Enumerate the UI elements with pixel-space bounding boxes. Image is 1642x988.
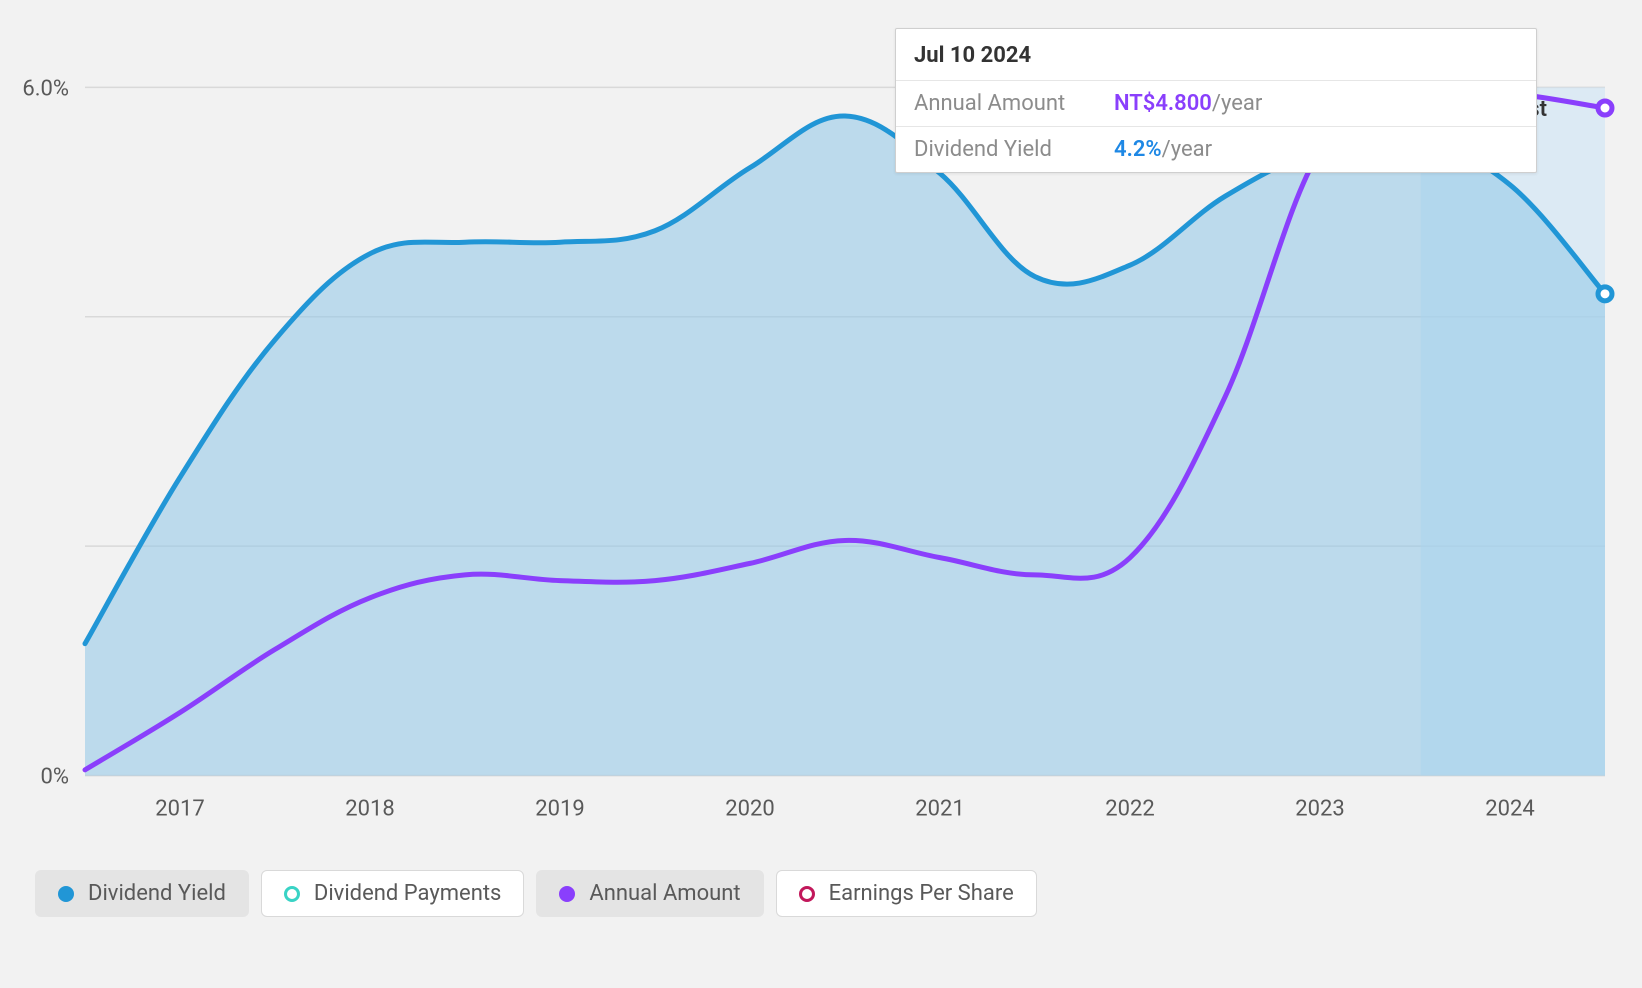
tooltip-date: Jul 10 2024 — [896, 29, 1536, 80]
legend-item-dividend-yield[interactable]: Dividend Yield — [35, 870, 249, 917]
svg-text:2021: 2021 — [915, 797, 964, 822]
svg-text:2022: 2022 — [1105, 797, 1154, 822]
svg-text:2019: 2019 — [535, 797, 584, 822]
svg-text:2023: 2023 — [1295, 797, 1344, 822]
chart-legend: Dividend Yield Dividend Payments Annual Am… — [35, 870, 1037, 917]
legend-item-label: Dividend Yield — [88, 881, 226, 906]
svg-text:2024: 2024 — [1485, 797, 1534, 822]
svg-text:2017: 2017 — [155, 797, 204, 822]
tooltip-row-value: 4.2%/year — [1114, 133, 1212, 166]
legend-item-dividend-payments[interactable]: Dividend Payments — [261, 870, 525, 917]
chart-tooltip: Jul 10 2024 Annual AmountNT$4.800/yearDi… — [895, 28, 1537, 173]
legend-item-label: Earnings Per Share — [829, 881, 1014, 906]
legend-marker-icon — [284, 886, 300, 902]
legend-item-earnings-per-share[interactable]: Earnings Per Share — [776, 870, 1037, 917]
legend-marker-icon — [559, 886, 575, 902]
tooltip-row: Annual AmountNT$4.800/year — [896, 80, 1536, 126]
svg-text:2020: 2020 — [725, 797, 774, 822]
legend-marker-icon — [799, 886, 815, 902]
tooltip-row-value: NT$4.800/year — [1114, 87, 1262, 120]
svg-text:6.0%: 6.0% — [22, 76, 69, 101]
legend-item-label: Dividend Payments — [314, 881, 502, 906]
legend-marker-icon — [58, 886, 74, 902]
tooltip-row-label: Dividend Yield — [914, 133, 1114, 166]
legend-item-label: Annual Amount — [589, 881, 740, 906]
tooltip-row-label: Annual Amount — [914, 87, 1114, 120]
tooltip-row: Dividend Yield4.2%/year — [896, 126, 1536, 172]
svg-text:2018: 2018 — [345, 797, 394, 822]
legend-item-annual-amount[interactable]: Annual Amount — [536, 870, 763, 917]
svg-text:0%: 0% — [41, 765, 69, 790]
dividend-chart: 0%6.0%20172018201920202021202220232024Pa… — [0, 0, 1642, 988]
